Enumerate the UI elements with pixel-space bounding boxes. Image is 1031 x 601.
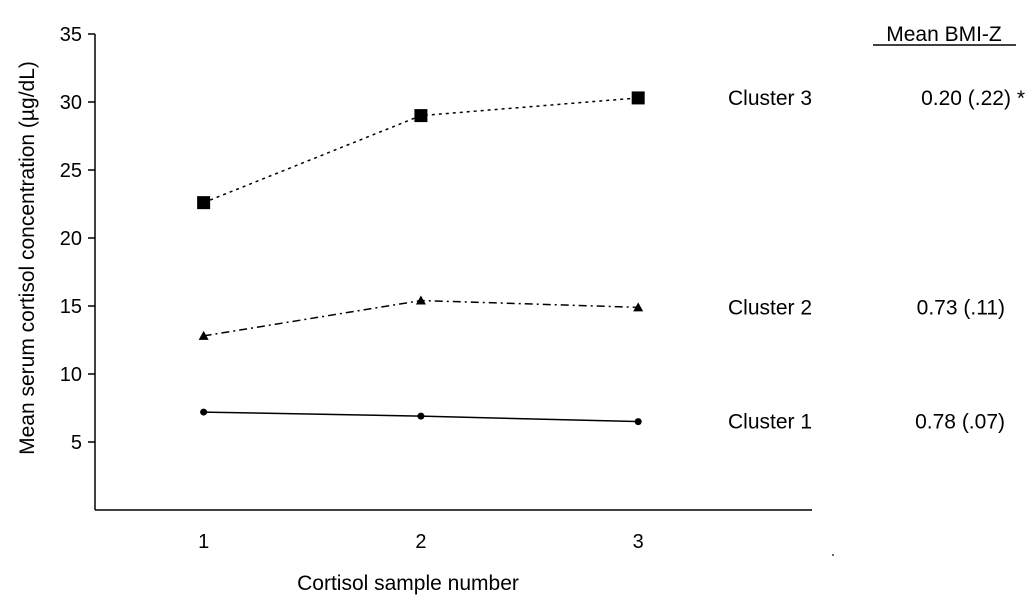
- data-point-square: [414, 109, 428, 123]
- y-tick-label: 30: [60, 92, 82, 114]
- bmi-z-value-label: 0.78 (.07): [915, 411, 1005, 434]
- y-tick-label: 25: [60, 160, 82, 182]
- stray-mark: [832, 554, 834, 556]
- y-tick-label: 15: [60, 296, 82, 318]
- y-tick-label: 20: [60, 228, 82, 250]
- y-axis-label: Mean serum cortisol concentration (µg/dL…: [16, 61, 39, 455]
- data-point-square: [197, 196, 211, 210]
- series-name-label: Cluster 3: [728, 87, 812, 110]
- x-tick-label: 2: [415, 531, 426, 553]
- series-line: [203, 97, 639, 204]
- series-layer: [197, 91, 645, 426]
- bmi-z-value-label: 0.20 (.22) *: [921, 87, 1025, 110]
- data-point-triangle: [633, 302, 644, 312]
- y-axis: 5 10 15 20 25 30 35: [60, 24, 96, 510]
- legend-header: Mean BMI-Z: [886, 23, 1002, 46]
- series-cluster-1: [200, 408, 642, 426]
- y-tick-label: 10: [60, 364, 82, 386]
- data-point-triangle: [415, 295, 426, 305]
- x-axis: 1 2 3: [95, 509, 812, 553]
- data-point-circle: [417, 412, 425, 420]
- series-cluster-2: [198, 295, 644, 340]
- series-name-label: Cluster 2: [728, 296, 812, 319]
- x-tick-label: 3: [633, 531, 644, 553]
- y-tick-label: 35: [60, 24, 82, 46]
- series-name-label: Cluster 1: [728, 411, 812, 434]
- series-cluster-3: [197, 91, 645, 210]
- bmi-z-value-label: 0.73 (.11): [917, 296, 1005, 319]
- annotation-layer: Cluster 3 0.20 (.22) * Cluster 2 0.73 (.11)…: [728, 87, 1025, 434]
- y-tick-label: 5: [71, 432, 82, 454]
- data-point-square: [631, 91, 645, 105]
- data-point-circle: [634, 418, 642, 426]
- series-line: [203, 299, 639, 337]
- data-point-triangle: [198, 330, 209, 340]
- x-axis-label: Cortisol sample number: [297, 572, 519, 595]
- data-point-circle: [200, 408, 208, 416]
- x-tick-label: 1: [198, 531, 209, 553]
